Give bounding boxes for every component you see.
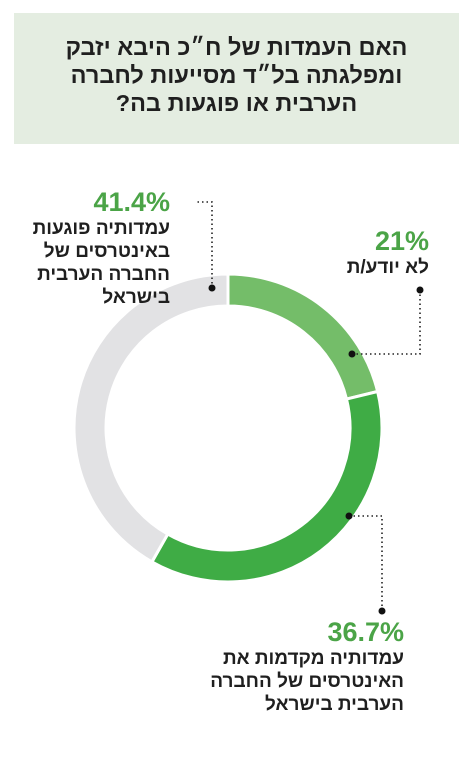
- leader-line-promote: [349, 515, 383, 611]
- donut-slices: [72, 272, 384, 584]
- data-label-unknown-pct: 21%: [374, 226, 429, 256]
- data-label-unknown-text: לא יודע/ת: [346, 257, 429, 278]
- donut-slice-unknown: [226, 272, 380, 401]
- data-label-harm-text: עמדותיה פוגעות באינטרסים של החברה הערבית…: [32, 218, 170, 308]
- donut-slice-harm: [72, 272, 230, 564]
- chart-title: האם העמדות של ח״כ היבא יזבק ומפלגתה בל״ד…: [65, 34, 408, 116]
- leader-line-harm: [195, 201, 213, 288]
- donut-slice-promote: [149, 389, 384, 584]
- leader-line-unknown: [352, 290, 421, 355]
- slice-label-unknown: 21% לא יודע/ת: [347, 226, 429, 279]
- leader-dot-unknown-label: [416, 286, 424, 294]
- slice-label-harm: 41.4% עמדותיה פוגעות באינטרסים של החברה …: [33, 187, 170, 309]
- data-label-promote-text: עמדותיה מקדמות את האינטרסים של החברה הער…: [210, 648, 404, 715]
- leader-dot-unknown-slice: [348, 350, 356, 358]
- leader-lines: [195, 201, 421, 611]
- leader-dots: [208, 284, 424, 615]
- leader-dot-harm-slice: [208, 284, 216, 292]
- data-label-harm-pct: 41.4%: [93, 187, 170, 217]
- slice-label-promote: 36.7% עמדותיה מקדמות את האינטרסים של החב…: [210, 617, 404, 716]
- title-box: האם העמדות של ח״כ היבא יזבק ומפלגתה בל״ד…: [14, 13, 459, 144]
- leader-dot-promote-slice: [345, 512, 353, 520]
- leader-dot-promote-label: [378, 607, 386, 615]
- data-label-promote-pct: 36.7%: [327, 617, 404, 647]
